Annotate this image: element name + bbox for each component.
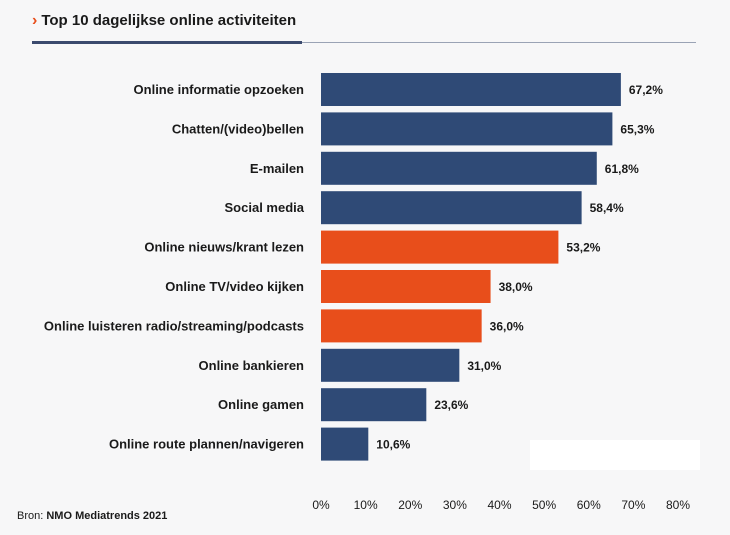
value-label: 53,2% [566, 241, 600, 255]
source-note: Bron: NMO Mediatrends 2021 [17, 510, 167, 522]
value-label: 31,0% [467, 359, 501, 373]
title-divider [32, 42, 696, 43]
chevron-right-icon: › [32, 11, 38, 29]
value-label: 23,6% [434, 398, 468, 412]
x-tick-label: 40% [487, 498, 511, 512]
bar [321, 230, 559, 264]
value-label: 36,0% [490, 319, 524, 333]
category-label: Online gamen [218, 397, 304, 412]
category-label: Social media [225, 200, 305, 215]
category-label: E-mailen [250, 161, 304, 176]
bar [321, 151, 597, 185]
bar [321, 388, 427, 422]
category-label: Online TV/video kijken [165, 279, 304, 294]
bar [321, 112, 613, 146]
bar [321, 73, 621, 106]
value-label: 10,6% [376, 438, 410, 452]
x-tick-label: 80% [666, 498, 690, 512]
x-tick-label: 50% [532, 498, 556, 512]
value-label: 67,2% [629, 83, 663, 97]
bar [321, 191, 582, 225]
x-tick-label: 10% [354, 498, 378, 512]
category-label: Online bankieren [199, 358, 305, 373]
category-label: Online luisteren radio/streaming/podcast… [44, 318, 304, 333]
x-tick-label: 0% [312, 498, 330, 512]
bar [321, 427, 369, 461]
value-label: 65,3% [620, 122, 654, 136]
bar [321, 348, 460, 382]
bar [321, 270, 491, 303]
chart-title-row: › Top 10 dagelijkse online activiteiten [32, 12, 296, 29]
chart-title: Top 10 dagelijkse online activiteiten [41, 12, 297, 29]
x-tick-label: 30% [443, 498, 467, 512]
bar [321, 309, 482, 343]
category-label: Chatten/(video)bellen [172, 121, 304, 136]
x-tick-label: 60% [577, 498, 601, 512]
blank-panel [530, 440, 700, 470]
value-label: 61,8% [605, 162, 639, 176]
x-tick-label: 20% [398, 498, 422, 512]
value-label: 58,4% [590, 201, 624, 215]
x-tick-label: 70% [621, 498, 645, 512]
source-label: Bron: [17, 510, 44, 522]
category-label: Online nieuws/krant lezen [144, 240, 304, 255]
source-name: NMO Mediatrends 2021 [46, 510, 168, 522]
category-label: Online informatie opzoeken [134, 82, 305, 97]
title-divider-accent [32, 41, 302, 44]
category-label: Online route plannen/navigeren [109, 437, 304, 452]
value-label: 38,0% [499, 280, 533, 294]
